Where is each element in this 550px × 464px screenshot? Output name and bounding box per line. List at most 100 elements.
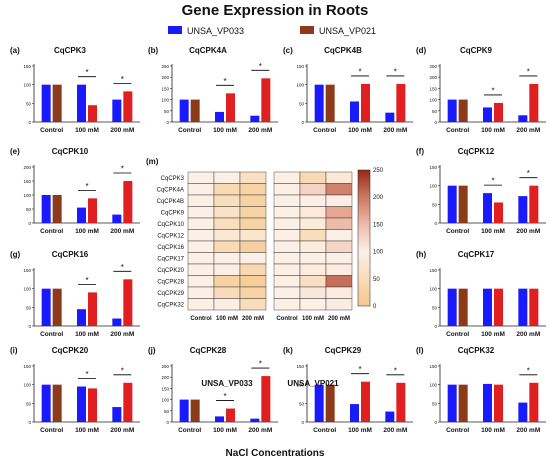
colorbar-tick-label: 0 bbox=[373, 304, 377, 310]
sig-star-cqcpk10: * bbox=[85, 182, 88, 191]
heatmap-cell bbox=[187, 298, 215, 311]
y-tick-label-cqcpk16: 0 bbox=[28, 324, 31, 329]
y-tick-label-cqcpk9: 0 bbox=[434, 120, 437, 125]
heatmap-cell bbox=[187, 286, 215, 299]
panel-title-cqcpk4b: CqCPK4B bbox=[324, 46, 362, 55]
sig-star-cqcpk29: * bbox=[358, 365, 361, 374]
x-tick-label-cqcpk10: Control bbox=[40, 228, 63, 235]
bar-vp021-cqcpk17 bbox=[529, 288, 539, 326]
heatmap-cell bbox=[239, 275, 267, 288]
y-tick-label-cqcpk29: 100 bbox=[296, 383, 304, 388]
sig-star-cqcpk4b: * bbox=[358, 67, 361, 76]
bar-vp021-cqcpk12 bbox=[494, 202, 503, 223]
bar-vp033-cqcpk4b bbox=[314, 84, 324, 122]
bar-vp033-cqcpk32 bbox=[447, 384, 457, 422]
heatmap-cell bbox=[299, 240, 327, 253]
panel-label-cqcpk12: (f) bbox=[416, 147, 424, 156]
bar-vp021-cqcpk12 bbox=[458, 185, 468, 223]
x-tick-label-cqcpk17: Control bbox=[446, 331, 469, 338]
bar-vp021-cqcpk28 bbox=[226, 408, 235, 422]
bar-vp021-cqcpk32 bbox=[458, 384, 468, 422]
bar-vp021-cqcpk16 bbox=[123, 279, 133, 326]
bar-vp033-cqcpk17 bbox=[518, 288, 528, 326]
heatmap-row-label: CqCPK4A bbox=[157, 188, 184, 194]
sig-star-cqcpk16: * bbox=[121, 263, 124, 272]
y-tick-label-cqcpk20: 0 bbox=[28, 420, 31, 425]
y-tick-label-cqcpk3: 50 bbox=[26, 101, 32, 106]
y-tick-label-cqcpk32: 0 bbox=[434, 420, 437, 425]
heatmap-cell bbox=[239, 206, 267, 219]
bar-vp033-cqcpk32 bbox=[483, 383, 492, 422]
sig-star-cqcpk16: * bbox=[85, 276, 88, 285]
y-tick-label-cqcpk17: 0 bbox=[434, 324, 437, 329]
colorbar-tick-label: 150 bbox=[373, 222, 384, 228]
legend-label-1: UNSA_VP033 bbox=[187, 26, 244, 36]
y-tick-label-cqcpk10: 50 bbox=[26, 207, 32, 212]
heatmap-cell bbox=[325, 263, 353, 276]
panel-label-cqcpk4b: (c) bbox=[283, 46, 293, 55]
x-tick-label-cqcpk16: Control bbox=[40, 331, 63, 338]
bar-vp033-cqcpk12 bbox=[483, 193, 492, 223]
bar-vp033-cqcpk9 bbox=[483, 107, 492, 122]
bar-vp021-cqcpk4a bbox=[226, 93, 235, 122]
bar-vp021-cqcpk29 bbox=[361, 381, 370, 422]
heatmap-cell bbox=[239, 286, 267, 299]
panel-title-cqcpk17: CqCPK17 bbox=[458, 250, 495, 259]
heatmap-cell bbox=[325, 240, 353, 253]
heatmap-cell bbox=[273, 194, 301, 207]
heatmap-cell bbox=[325, 217, 353, 230]
heatmap-row-label: CqCPK17 bbox=[157, 257, 184, 263]
y-tick-label-cqcpk16: 100 bbox=[23, 287, 31, 292]
y-tick-label-cqcpk10: 200 bbox=[23, 165, 31, 170]
heatmap-cell bbox=[273, 263, 301, 276]
heatmap-cell bbox=[187, 206, 215, 219]
heatmap-row-label: CqCPK12 bbox=[157, 234, 184, 240]
x-tick-label-cqcpk4b: Control bbox=[313, 127, 336, 134]
heatmap-cell bbox=[273, 240, 301, 253]
heatmap-cell bbox=[273, 183, 301, 196]
heatmap-cell bbox=[273, 275, 301, 288]
heatmap-row-label: CqCPK10 bbox=[157, 222, 184, 228]
heatmap-cell bbox=[187, 240, 215, 253]
bar-vp033-cqcpk4b bbox=[350, 101, 359, 122]
heatmap-cell bbox=[213, 206, 241, 219]
heatmap-cell bbox=[187, 229, 215, 242]
heatmap-row-label: CqCPK32 bbox=[157, 303, 184, 309]
x-tick-label-cqcpk29: Control bbox=[313, 427, 336, 434]
x-tick-label-cqcpk9: Control bbox=[446, 127, 469, 134]
heatmap-cell bbox=[299, 183, 327, 196]
heatmap-cell bbox=[239, 194, 267, 207]
heatmap-cell bbox=[213, 183, 241, 196]
y-tick-label-cqcpk28: 250 bbox=[161, 364, 169, 369]
x-tick-label-cqcpk3: Control bbox=[40, 127, 63, 134]
heatmap-cell bbox=[239, 240, 267, 253]
heatmap-cell bbox=[325, 171, 353, 184]
sig-star-cqcpk3: * bbox=[85, 68, 88, 77]
y-tick-label-cqcpk32: 50 bbox=[432, 401, 438, 406]
figure-title: Gene Expression in Roots bbox=[181, 2, 369, 19]
sig-star-cqcpk20: * bbox=[85, 370, 88, 379]
heatmap-cell bbox=[213, 298, 241, 311]
bar-vp021-cqcpk17 bbox=[458, 288, 468, 326]
panel-title-cqcpk28: CqCPK28 bbox=[190, 346, 227, 355]
y-tick-label-cqcpk20: 150 bbox=[23, 364, 31, 369]
bar-vp033-cqcpk9 bbox=[447, 99, 457, 122]
panel-label-cqcpk4a: (b) bbox=[148, 46, 159, 55]
panel-label-cqcpk20: (i) bbox=[10, 346, 18, 355]
heatmap-row-label: CqCPK9 bbox=[161, 211, 185, 217]
bar-vp033-cqcpk17 bbox=[447, 288, 457, 326]
bar-vp021-cqcpk20 bbox=[88, 388, 97, 422]
heatmap-cell bbox=[187, 171, 215, 184]
y-tick-label-cqcpk20: 100 bbox=[23, 383, 31, 388]
heatmap-cell bbox=[325, 206, 353, 219]
heatmap-cell bbox=[299, 171, 327, 184]
heatmap-cell bbox=[187, 263, 215, 276]
x-tick-label-cqcpk12: 200 mM bbox=[516, 228, 540, 235]
bar-vp033-cqcpk29 bbox=[314, 384, 324, 422]
heatmap-cell bbox=[213, 275, 241, 288]
bar-vp033-cqcpk16 bbox=[112, 318, 122, 326]
heatmap-cell bbox=[299, 194, 327, 207]
bar-vp033-cqcpk10 bbox=[41, 195, 51, 223]
heatmap-cell bbox=[213, 263, 241, 276]
bar-vp021-cqcpk4a bbox=[190, 99, 200, 122]
